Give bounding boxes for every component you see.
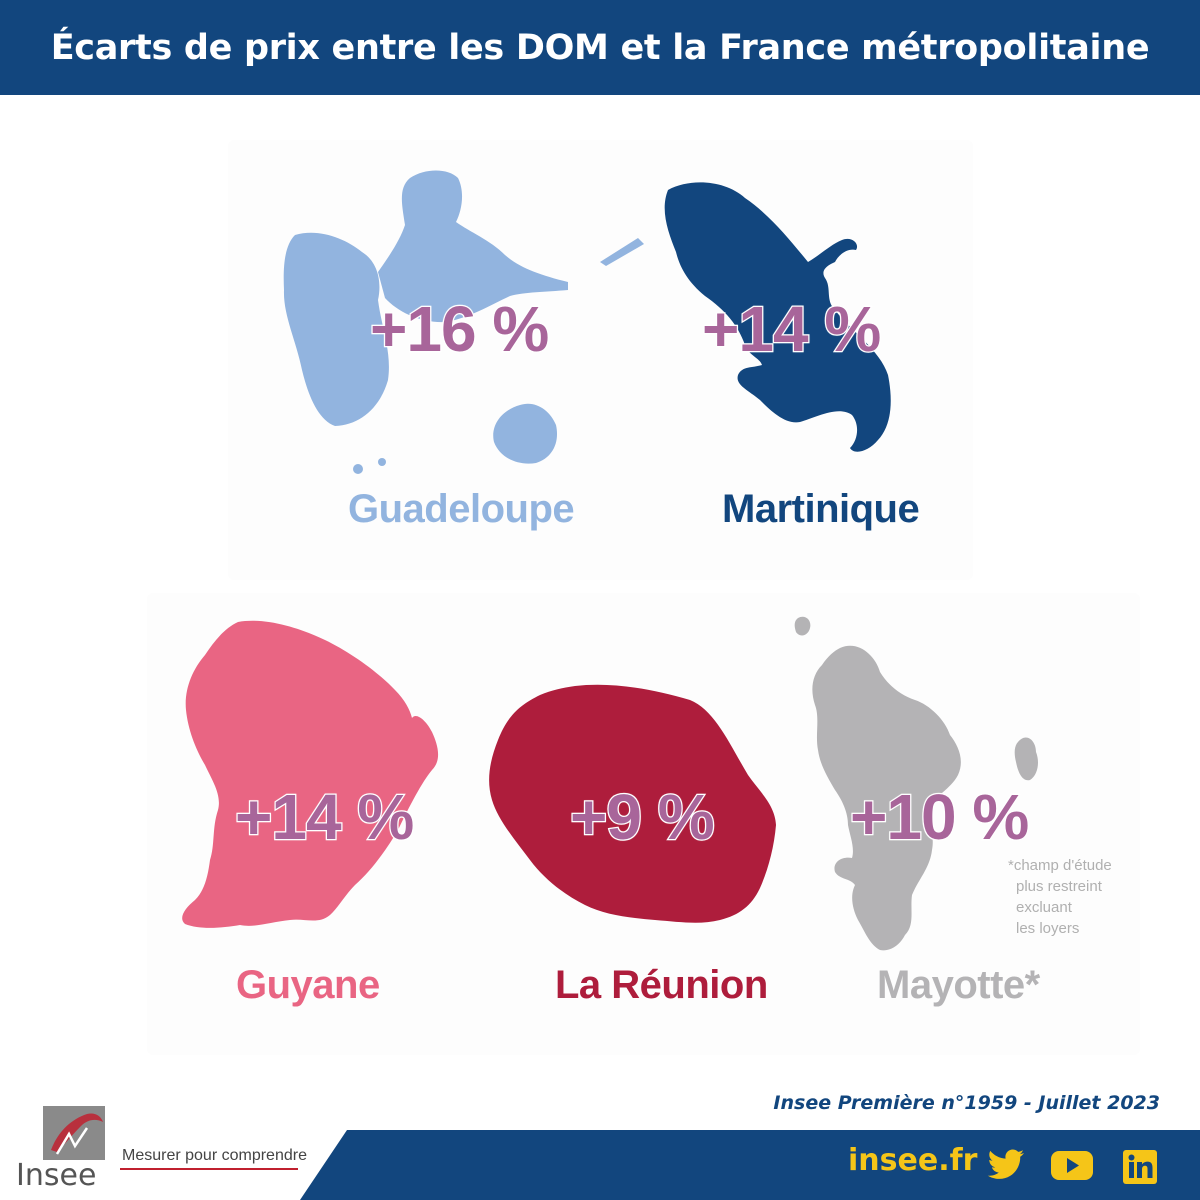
twitter-icon[interactable] — [987, 1149, 1025, 1183]
martinique-map — [664, 182, 891, 452]
header-banner: Écarts de prix entre les DOM et la Franc… — [0, 0, 1200, 95]
footnote-line: *champ d'étude — [1008, 857, 1112, 874]
footnote-line: excluant — [1016, 899, 1072, 916]
footnote-line: plus restreint — [1016, 878, 1102, 895]
guadeloupe-label: Guadeloupe — [348, 487, 575, 531]
guadeloupe-map — [283, 170, 644, 474]
guadeloupe-value: +16 % — [369, 292, 551, 367]
guyane-value: +14 % — [234, 780, 416, 855]
insee-logo-text: Insee — [16, 1158, 97, 1193]
tagline-underline — [120, 1168, 298, 1170]
linkedin-icon[interactable] — [1122, 1149, 1158, 1185]
tagline: Mesurer pour comprendre — [122, 1147, 307, 1164]
website-link[interactable]: insee.fr — [848, 1143, 978, 1178]
martinique-value: +14 % — [701, 292, 883, 367]
footer-band — [300, 1130, 1200, 1200]
mayotte-map — [794, 616, 1038, 951]
youtube-icon[interactable] — [1050, 1149, 1094, 1183]
la-reunion-value: +9 % — [569, 780, 716, 855]
guyane-map — [182, 620, 439, 928]
martinique-label: Martinique — [722, 487, 920, 531]
mayotte-label: Mayotte* — [877, 963, 1040, 1007]
source-citation: Insee Première n°1959 - Juillet 2023 — [773, 1092, 1160, 1114]
guyane-label: Guyane — [236, 963, 380, 1007]
mayotte-value: +10 % — [849, 780, 1031, 855]
la-reunion-label: La Réunion — [555, 963, 768, 1007]
la-reunion-map — [489, 684, 776, 923]
mayotte-footnote: *champ d'étude plus restreint excluant l… — [1008, 855, 1128, 939]
page-title: Écarts de prix entre les DOM et la Franc… — [50, 27, 1150, 68]
footnote-line: les loyers — [1016, 920, 1080, 937]
insee-logo-icon — [43, 1106, 105, 1160]
